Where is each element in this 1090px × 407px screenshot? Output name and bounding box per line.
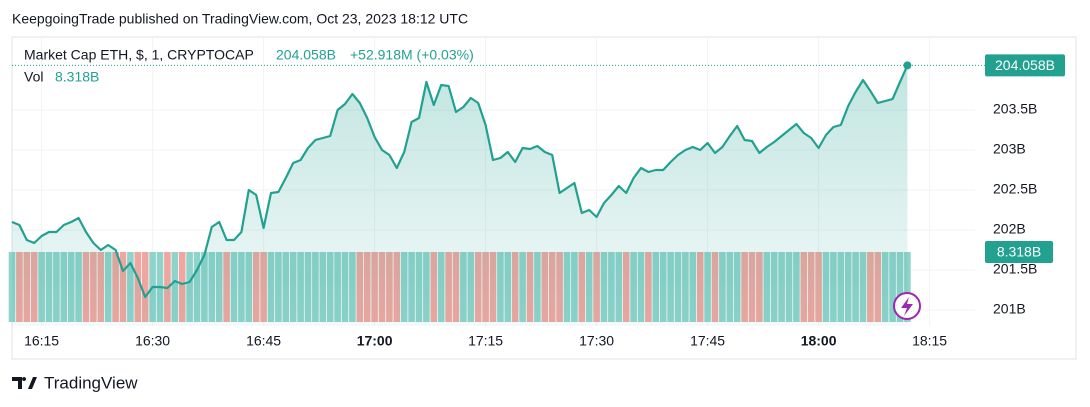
x-tick-label: 16:45 <box>246 333 281 349</box>
chart-frame <box>11 36 1077 360</box>
legend-vol-value: 8.318B <box>55 69 99 85</box>
x-tick-label: 17:15 <box>468 333 503 349</box>
volume-bar <box>141 252 149 322</box>
x-tick-label: 16:30 <box>135 333 170 349</box>
y-tick-label: 202.5B <box>993 181 1037 197</box>
x-tick-label: 17:00 <box>357 333 393 349</box>
x-tick-label: 17:30 <box>579 333 614 349</box>
x-tick-label: 17:45 <box>690 333 725 349</box>
price-badge-label: 204.058B <box>995 57 1055 73</box>
y-tick-label: 202B <box>993 221 1026 237</box>
y-tick-label: 203.5B <box>993 101 1037 117</box>
legend-name: Market Cap ETH, $, 1, CRYPTOCAP <box>24 47 254 63</box>
footer-brand: TradingView <box>44 373 138 392</box>
lightning <box>901 297 913 316</box>
logo <box>12 377 37 389</box>
x-tick-label: 18:15 <box>912 333 947 349</box>
vol-badge <box>985 241 1053 263</box>
y-tick-label: 201B <box>993 301 1026 317</box>
legend-vol: Vol <box>24 69 43 85</box>
publish-info: KeepgoingTrade published on TradingView.… <box>12 11 468 27</box>
y-tick-label: 203B <box>993 141 1026 157</box>
x-tick-label: 16:15 <box>24 333 59 349</box>
price-line <box>11 64 909 299</box>
area-fill <box>12 65 908 327</box>
y-tick-label: 201.5B <box>993 261 1037 277</box>
legend-change: +52.918M (+0.03%) <box>350 47 474 63</box>
vol-badge-label: 8.318B <box>997 244 1041 260</box>
plot <box>8 38 985 327</box>
x-tick-label: 18:00 <box>801 333 837 349</box>
legend-value: 204.058B <box>276 47 336 63</box>
price-badge <box>985 54 1065 77</box>
last-point <box>903 61 912 70</box>
